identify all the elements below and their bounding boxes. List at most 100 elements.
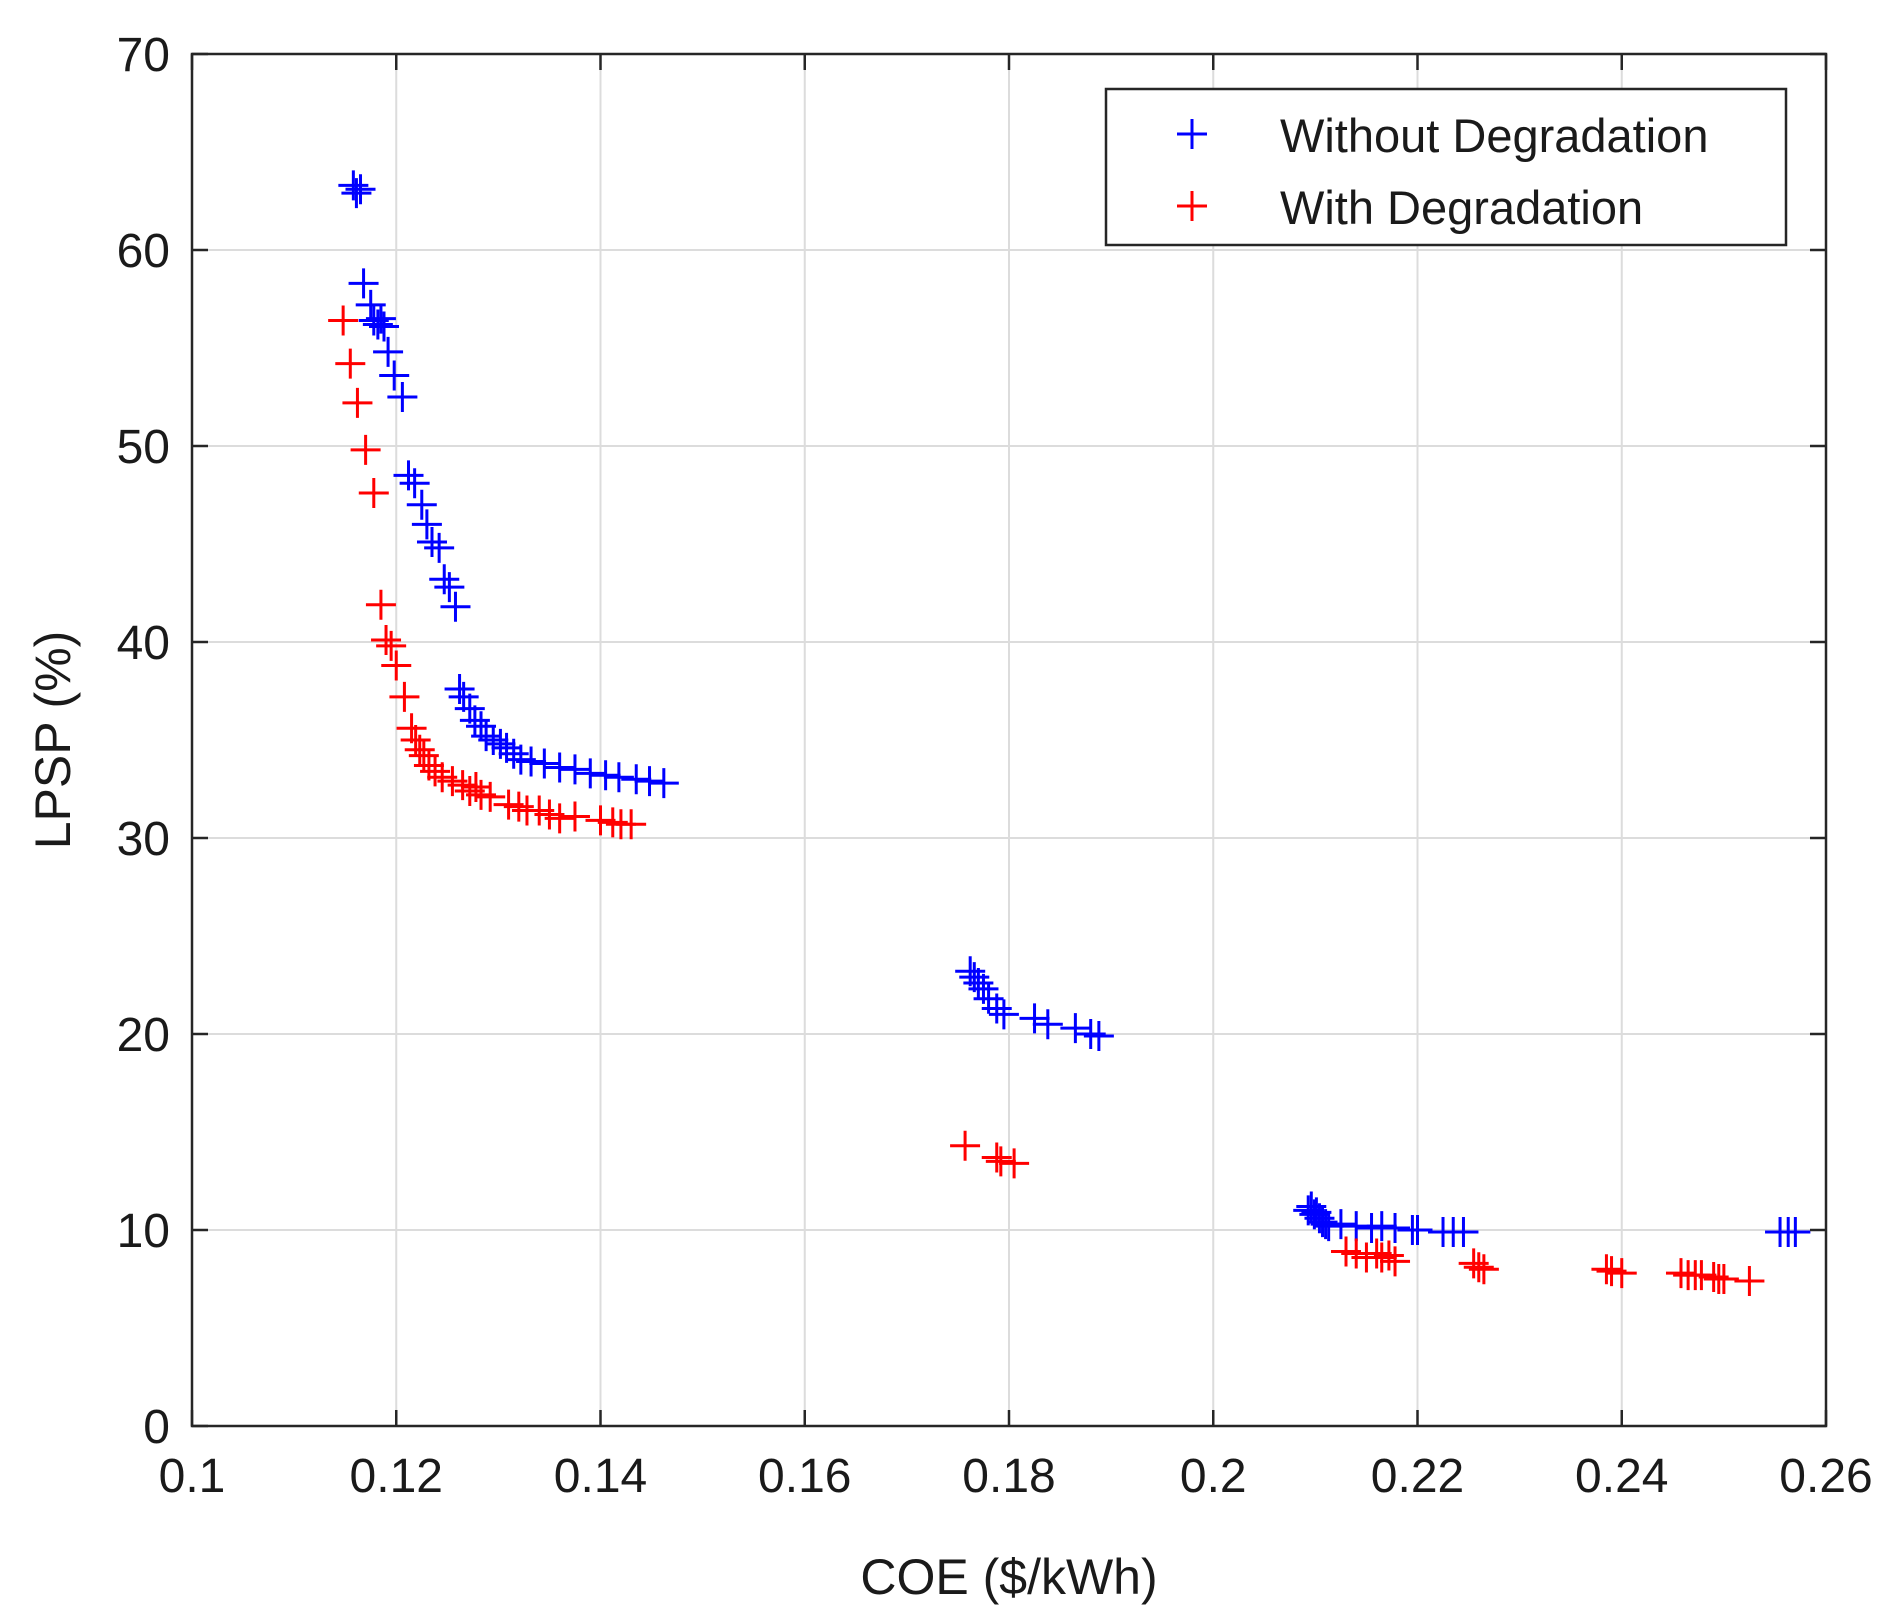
data-point [429,564,460,595]
data-point [373,336,404,367]
data-point [999,1148,1030,1179]
data-point [348,268,379,299]
data-point [1361,1238,1392,1269]
data-point [597,807,628,838]
data-point [342,387,373,418]
data-point [387,382,418,412]
data-point [529,748,560,779]
data-point [981,993,1012,1024]
data-point [335,348,366,379]
data-point [1296,1191,1327,1222]
data-point [416,527,447,558]
data-point [1341,1211,1372,1242]
y-tick-label: 20 [117,1009,170,1062]
data-point [362,309,393,340]
data-point [955,956,986,987]
y-tick-label: 0 [143,1401,170,1454]
data-point [503,791,534,822]
data-point [516,746,547,777]
data-point [559,801,590,832]
y-tick-label: 30 [117,813,170,866]
data-point [544,803,575,834]
data-point [963,968,994,999]
data-point [376,630,407,661]
data-point [1463,1252,1494,1283]
data-point [1032,1009,1063,1040]
y-axis-tick-labels: 0 10 20 30 40 50 60 70 [117,29,170,1454]
data-point [328,305,359,336]
legend-plus-marker [1177,191,1207,221]
y-tick-label: 50 [117,421,170,474]
data-point [475,781,506,812]
data-point [338,170,369,201]
data-point [1468,1254,1499,1285]
y-tick-label: 40 [117,617,170,670]
data-point [1325,1209,1356,1240]
data-point [396,713,427,744]
data-point [448,681,479,712]
y-tick-label: 60 [117,225,170,278]
data-point [371,625,402,656]
x-tick-label: 0.2 [1180,1450,1247,1503]
data-point [345,174,376,205]
data-point [648,768,679,799]
x-tick-label: 0.16 [758,1450,851,1503]
series-without-degradation [338,170,1811,1247]
data-point [585,805,616,836]
data-point [406,489,437,520]
data-point [459,705,490,736]
x-tick-label: 0.14 [554,1450,647,1503]
y-tick-label: 70 [117,29,170,82]
data-point [1686,1260,1717,1291]
data-point [350,434,381,465]
data-point [491,732,522,763]
data-point [404,734,435,765]
data-point [1019,1003,1050,1034]
legend-label-without-degradation: Without Degradation [1280,109,1708,162]
series-with-degradation [328,305,1765,1296]
data-point [1366,1211,1397,1242]
data-point [444,674,475,705]
data-point [447,770,478,801]
x-tick-label: 0.24 [1575,1450,1668,1503]
data-points [328,170,1811,1296]
data-point [454,693,485,724]
data-point [381,650,412,681]
x-tick-label: 0.26 [1779,1450,1872,1503]
legend-marker-without-degradation [1177,119,1207,149]
x-tick-label: 0.12 [350,1450,443,1503]
data-point [950,1130,981,1161]
data-point [1708,1264,1739,1294]
data-point [424,532,455,563]
x-tick-label: 0.18 [962,1450,1055,1503]
data-point [590,760,621,791]
data-point [498,738,529,769]
data-point [413,750,444,781]
data-point [1380,1246,1411,1277]
legend: Without Degradation With Degradation [1104,87,1788,247]
data-point [399,468,430,499]
data-point [389,681,420,712]
legend-marker-with-degradation [1177,191,1207,221]
legend-plus-marker [1177,119,1207,149]
data-point [1313,1211,1344,1242]
x-axis-title: COE ($/kWh) [860,1549,1157,1605]
grid [192,54,1826,1426]
data-point [1307,1207,1338,1238]
y-axis-title: LPSP (%) [25,631,81,850]
data-point [1606,1258,1637,1289]
data-point [341,178,372,209]
data-point [1402,1215,1433,1245]
data-point [985,1146,1016,1177]
data-point [559,754,590,785]
data-point [365,589,396,620]
axis-ticks [190,52,1828,1428]
data-point [1591,1254,1622,1285]
data-point [575,758,606,789]
data-point [634,766,665,797]
data-point [411,509,442,540]
data-point [368,311,399,342]
data-point [1665,1258,1696,1289]
data-point [379,360,410,391]
